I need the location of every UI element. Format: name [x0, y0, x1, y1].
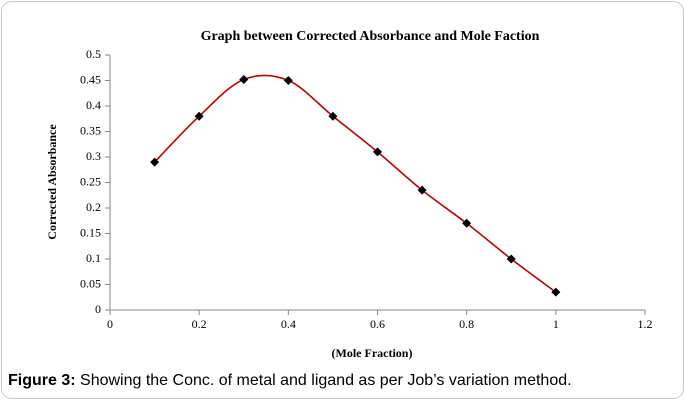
- marker: [328, 111, 338, 121]
- y-tick-label: 0: [95, 302, 101, 316]
- marker: [283, 76, 293, 85]
- caption: Figure 3: Showing the Conc. of metal and…: [8, 372, 572, 389]
- chart-title: Graph between Corrected Absorbance and M…: [201, 29, 540, 44]
- marker: [373, 147, 382, 157]
- y-tick-label: 0.05: [80, 276, 101, 290]
- x-tick-label: 0.8: [459, 317, 474, 331]
- y-tick-label: 0.35: [80, 123, 101, 137]
- y-tick-label: 0.15: [80, 225, 101, 239]
- x-axis-label: (Mole Fraction): [332, 346, 413, 360]
- caption-text: Showing the Conc. of metal and ligand as…: [80, 372, 572, 389]
- marker: [150, 157, 160, 167]
- x-tick-label: 0: [107, 317, 113, 331]
- x-tick-label: 0.6: [370, 317, 385, 331]
- marker: [462, 218, 472, 228]
- x-tick-label: 0.4: [281, 317, 296, 331]
- y-tick-label: 0.4: [86, 98, 101, 112]
- y-tick-label: 0.3: [86, 149, 101, 163]
- y-tick-label: 0.25: [80, 174, 101, 188]
- x-tick-label: 1: [553, 317, 559, 331]
- series-line: [154, 74, 557, 293]
- y-axis-label: Corrected Absorbance: [45, 124, 59, 240]
- marker: [417, 185, 427, 195]
- caption-label: Figure 3:: [8, 372, 76, 389]
- x-tick-label: 0.2: [192, 317, 207, 331]
- y-tick-label: 0.1: [86, 251, 101, 265]
- marker: [239, 74, 249, 84]
- marker: [194, 111, 204, 121]
- marker: [506, 254, 516, 264]
- marker: [551, 287, 561, 297]
- y-tick-label: 0.5: [86, 47, 101, 61]
- x-tick-label: 1.2: [638, 317, 653, 331]
- y-tick-label: 0.2: [86, 200, 101, 214]
- y-tick-label: 0.45: [80, 72, 101, 86]
